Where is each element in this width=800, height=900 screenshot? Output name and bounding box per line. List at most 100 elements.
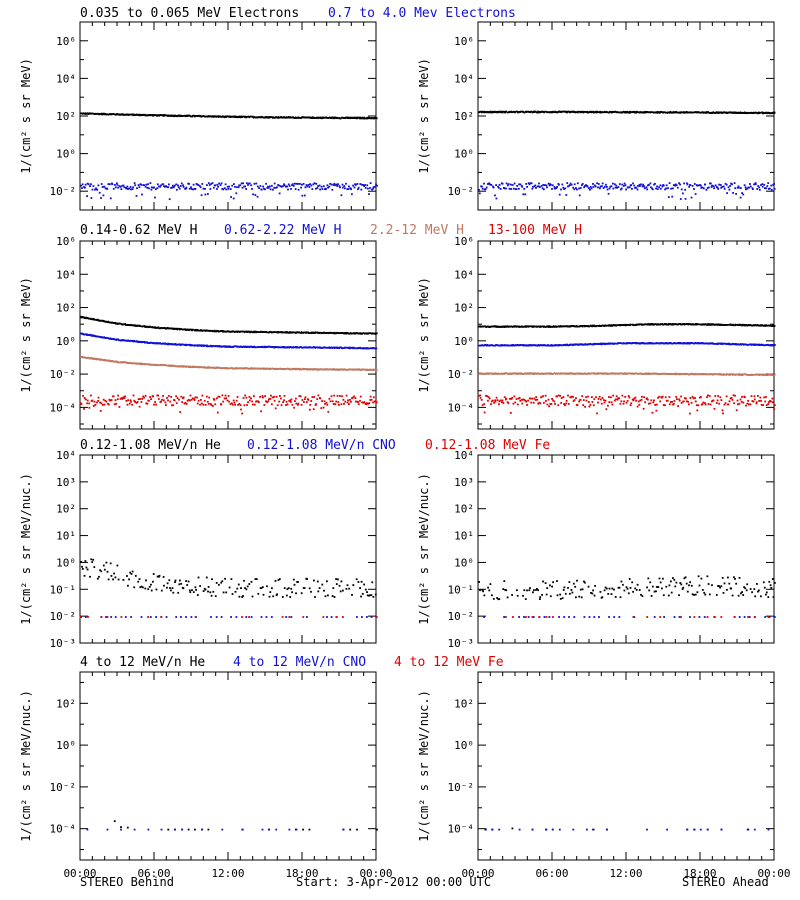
data-point	[301, 183, 303, 186]
data-point	[148, 363, 150, 365]
data-point	[351, 193, 353, 196]
data-point	[767, 111, 770, 114]
data-point	[160, 327, 163, 329]
data-point	[88, 406, 91, 409]
data-point	[756, 188, 759, 190]
data-point	[321, 188, 324, 190]
data-point	[252, 115, 254, 118]
data-point	[320, 347, 322, 349]
data-point	[346, 188, 349, 190]
data-point	[656, 112, 659, 114]
data-point	[270, 394, 272, 397]
data-point	[222, 400, 225, 403]
data-point	[209, 188, 212, 190]
data-point	[688, 323, 690, 325]
data-point	[123, 114, 125, 116]
data-point	[254, 194, 257, 196]
data-point	[680, 188, 683, 191]
data-point	[306, 185, 309, 188]
data-point	[276, 186, 278, 189]
y-tick-label: 10⁴	[454, 72, 474, 85]
data-point	[532, 325, 534, 327]
data-point	[479, 325, 481, 327]
data-point	[250, 397, 252, 400]
data-point	[535, 110, 537, 113]
data-point	[222, 188, 225, 191]
data-point	[744, 186, 747, 189]
data-point	[148, 187, 150, 190]
data-point	[262, 185, 264, 188]
data-point	[260, 188, 263, 191]
data-point	[150, 188, 153, 191]
data-point	[738, 186, 740, 189]
data-point	[232, 345, 235, 348]
data-point	[626, 324, 629, 326]
data-point	[84, 183, 87, 186]
data-point	[581, 325, 584, 328]
data-point	[129, 399, 132, 402]
data-point	[664, 323, 667, 326]
data-point	[218, 396, 221, 398]
data-point	[767, 182, 770, 184]
data-point	[709, 323, 711, 325]
data-point	[500, 182, 503, 185]
data-point	[140, 183, 143, 186]
data-point	[242, 397, 245, 399]
data-point	[572, 325, 574, 328]
data-point	[128, 340, 131, 343]
data-point	[216, 367, 219, 369]
data-point	[622, 324, 625, 326]
data-point	[549, 111, 551, 114]
y-tick-label: 10⁻²	[448, 368, 475, 381]
data-point	[194, 396, 197, 399]
data-point	[602, 111, 605, 114]
data-point	[354, 368, 357, 371]
data-point	[495, 325, 498, 327]
data-point	[80, 332, 82, 335]
data-point	[97, 396, 100, 399]
data-point	[520, 344, 523, 346]
data-point	[329, 182, 331, 185]
data-point	[148, 326, 150, 328]
data-point	[103, 185, 106, 188]
data-point	[225, 188, 228, 191]
data-point	[372, 186, 375, 189]
data-point	[607, 192, 610, 195]
data-point	[352, 117, 354, 119]
data-point	[251, 188, 253, 190]
data-point	[253, 182, 256, 185]
data-point	[112, 395, 115, 398]
data-point	[170, 364, 172, 367]
data-point	[760, 184, 762, 186]
data-point	[201, 366, 204, 369]
data-point	[241, 186, 244, 189]
data-point	[563, 110, 566, 113]
data-point	[340, 403, 343, 406]
row-2-label-black: 0.14-0.62 MeV H	[80, 223, 197, 238]
data-point	[189, 344, 192, 347]
data-point	[537, 345, 539, 347]
data-point	[369, 187, 371, 189]
data-point	[505, 182, 508, 185]
data-point	[362, 184, 365, 186]
data-point	[143, 363, 146, 365]
data-point	[371, 117, 373, 119]
data-point	[291, 183, 294, 186]
data-point	[100, 183, 103, 185]
data-point	[222, 367, 225, 369]
data-point	[594, 185, 597, 188]
data-point	[266, 401, 269, 403]
data-point	[657, 323, 660, 326]
data-point	[210, 404, 213, 406]
data-point	[541, 325, 543, 328]
data-point	[119, 185, 122, 188]
data-point	[130, 340, 132, 342]
data-point	[249, 331, 252, 334]
data-point	[703, 324, 706, 326]
data-point	[651, 111, 654, 113]
data-point	[375, 347, 378, 350]
data-point	[118, 323, 121, 325]
data-point	[286, 185, 288, 188]
data-point	[193, 398, 195, 400]
data-point	[112, 360, 115, 363]
